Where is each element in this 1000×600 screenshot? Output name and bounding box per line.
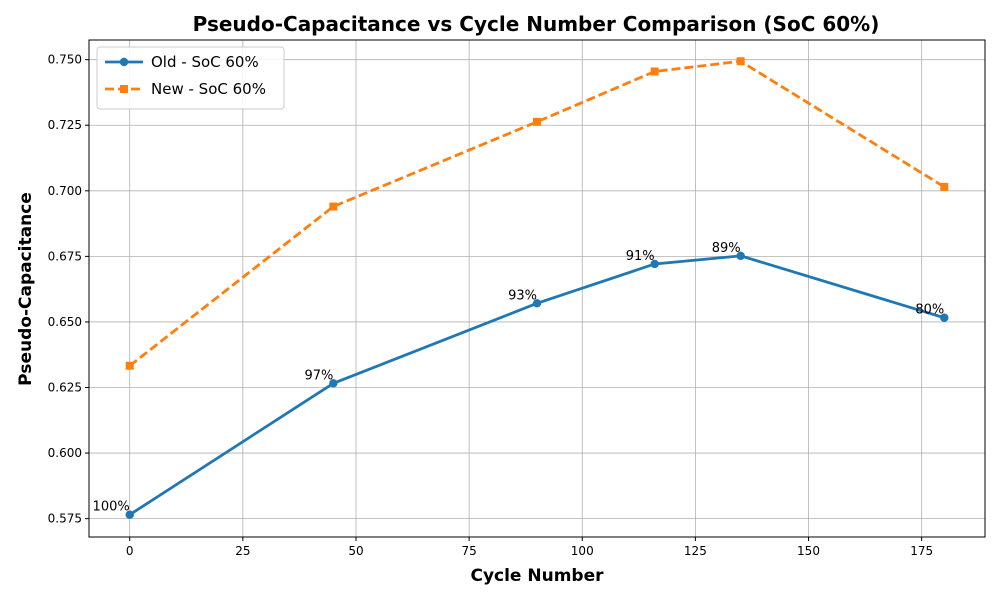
x-tick-label: 125 (684, 544, 707, 558)
x-tick-label: 100 (571, 544, 594, 558)
legend: Old - SoC 60% New - SoC 60% (96, 46, 285, 110)
plot-frame (88, 39, 986, 538)
series-point-1 (736, 251, 745, 261)
y-tick-label: 0.650 (48, 315, 82, 329)
series-point-1 (650, 259, 659, 269)
y-tick-label: 0.700 (48, 184, 82, 198)
series-point-2 (650, 67, 659, 76)
series-point-1 (532, 299, 542, 308)
data-label: 97% (304, 368, 333, 383)
data-label: 80% (915, 303, 944, 318)
x-tick-label: 150 (797, 544, 820, 558)
series-point-2 (736, 57, 745, 66)
series-line-2 (128, 59, 946, 367)
chart-title: Pseudo-Capacitance vs Cycle Number Compa… (193, 12, 880, 36)
x-tick-label: 0 (126, 544, 134, 558)
x-tick-label: 175 (910, 544, 933, 558)
y-tick-label: 0.600 (48, 446, 82, 460)
y-axis-title: Pseudo-Capacitance (16, 192, 36, 386)
series-layer (125, 57, 949, 519)
data-label: 91% (626, 249, 655, 264)
series-point-2 (940, 182, 949, 191)
data-label: 93% (508, 288, 537, 303)
x-axis-title: Cycle Number (470, 566, 604, 586)
axes-layer: 0 25 50 75 100 125 150 175 0.575 0.600 0.625 0.650 0… (48, 39, 986, 558)
series-point-2 (125, 361, 134, 370)
annotation-layer: 100% 97% 93% 91% 89% 80% (93, 241, 945, 515)
y-tick-label: 0.725 (48, 118, 82, 132)
y-tick-label: 0.675 (48, 249, 82, 263)
y-tick-label: 0.575 (48, 512, 82, 526)
x-tick-label: 75 (461, 544, 476, 558)
series-point-2 (533, 117, 541, 126)
series-point-2 (329, 202, 338, 211)
x-tick-label: 50 (348, 544, 363, 558)
legend-box (96, 46, 285, 110)
y-tick-label: 0.625 (48, 381, 82, 395)
legend-marker-2 (120, 85, 128, 93)
data-label: 100% (93, 500, 130, 515)
legend-label-1: Old - SoC 60% (151, 53, 259, 71)
legend-marker-1 (119, 57, 129, 67)
legend-label-2: New - SoC 60% (151, 80, 266, 98)
series-point-1 (329, 379, 338, 388)
data-label: 89% (712, 241, 741, 256)
y-tick-label: 0.750 (48, 53, 82, 67)
series-line-1 (128, 254, 945, 516)
series-point-1 (125, 510, 134, 519)
series-point-1 (940, 313, 949, 322)
x-tick-label: 25 (235, 544, 250, 558)
